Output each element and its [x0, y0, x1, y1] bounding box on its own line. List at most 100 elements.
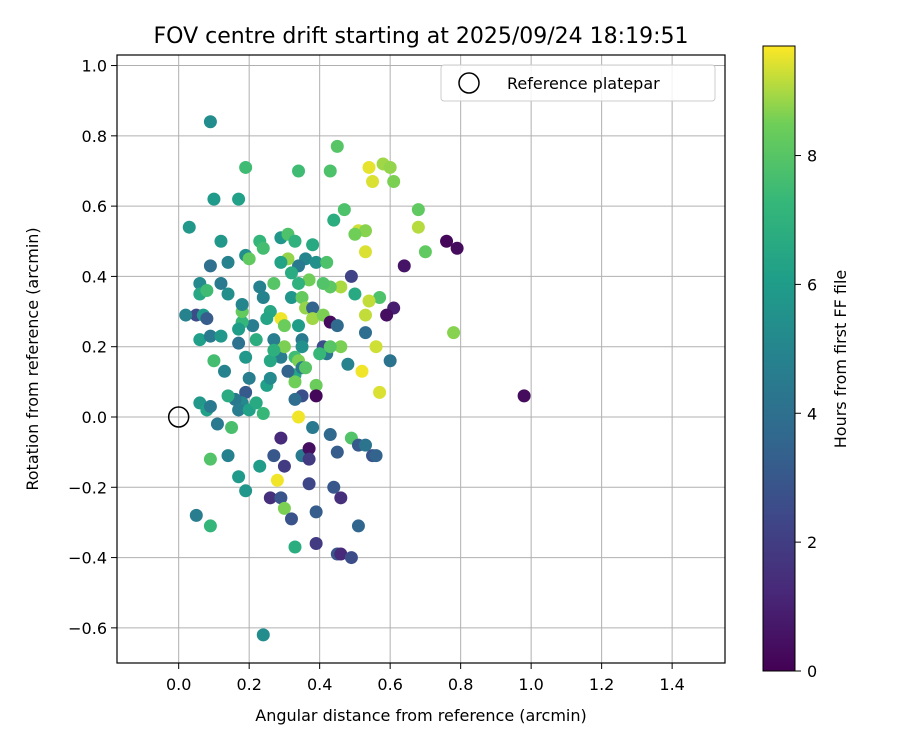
data-point: [225, 421, 239, 435]
data-point: [292, 164, 306, 178]
data-point: [302, 477, 316, 491]
y-tick-label: 0.0: [82, 408, 107, 427]
colorbar-tick-label: 0: [807, 662, 817, 681]
y-axis-ticks: −0.6 −0.4 −0.2 0.0 0.2 0.4 0.6 0.8 1.0: [68, 57, 117, 638]
data-point: [411, 220, 425, 234]
data-point: [270, 473, 284, 487]
data-point: [383, 160, 397, 174]
data-point: [281, 364, 295, 378]
data-point: [299, 361, 313, 375]
legend-marker: [458, 72, 480, 94]
data-point: [397, 259, 411, 273]
data-point: [440, 234, 454, 248]
data-point: [200, 283, 214, 297]
scatter-points: [179, 115, 531, 642]
data-point: [277, 459, 291, 473]
data-point: [309, 255, 323, 269]
data-point: [316, 276, 330, 290]
data-point: [203, 259, 217, 273]
x-tick-label: 0.8: [448, 675, 473, 694]
colorbar: [762, 45, 796, 672]
data-point: [203, 329, 217, 343]
data-point: [232, 322, 246, 336]
data-point: [210, 417, 224, 431]
data-point: [277, 340, 291, 354]
data-point: [263, 354, 277, 368]
y-tick-label: 0.6: [82, 197, 107, 216]
data-point: [387, 175, 401, 189]
data-point: [292, 319, 306, 333]
data-point: [203, 399, 217, 413]
data-point: [373, 290, 387, 304]
data-point: [277, 319, 291, 333]
data-point: [373, 385, 387, 399]
legend-box: [440, 64, 716, 102]
data-point: [447, 326, 461, 340]
data-point: [288, 375, 302, 389]
data-point: [334, 340, 348, 354]
data-point: [330, 139, 344, 153]
data-point: [358, 438, 372, 452]
data-point: [292, 410, 306, 424]
chart-title: FOV centre drift starting at 2025/09/24 …: [154, 24, 689, 49]
data-point: [200, 312, 214, 326]
x-tick-label: 0.2: [236, 675, 261, 694]
data-point: [330, 319, 344, 333]
data-point: [369, 340, 383, 354]
data-point: [256, 241, 270, 255]
data-point: [232, 403, 246, 417]
data-point: [203, 452, 217, 466]
data-point: [221, 255, 235, 269]
data-point: [348, 227, 362, 241]
x-tick-label: 1.2: [589, 675, 614, 694]
data-point: [309, 378, 323, 392]
data-point: [239, 160, 253, 174]
data-point: [323, 428, 337, 442]
data-point: [284, 266, 298, 280]
colorbar-tick-label: 2: [807, 533, 817, 552]
data-point: [302, 442, 316, 456]
data-point: [517, 389, 531, 403]
data-point: [239, 385, 253, 399]
data-point: [362, 160, 376, 174]
y-tick-label: 0.2: [82, 338, 107, 357]
data-point: [182, 220, 196, 234]
y-tick-label: 1.0: [82, 57, 107, 76]
data-point: [267, 276, 281, 290]
data-point: [232, 470, 246, 484]
data-point: [203, 115, 217, 129]
y-tick-label: −0.4: [68, 549, 107, 568]
data-point: [358, 308, 372, 322]
data-point: [214, 276, 228, 290]
data-point: [253, 459, 267, 473]
data-point: [380, 308, 394, 322]
data-point: [274, 255, 288, 269]
data-point: [253, 280, 267, 294]
data-point: [189, 508, 203, 522]
data-point: [295, 290, 309, 304]
data-point: [366, 175, 380, 189]
data-point: [358, 224, 372, 238]
data-point: [418, 245, 432, 259]
data-point: [214, 329, 228, 343]
data-point: [207, 354, 221, 368]
data-point: [267, 449, 281, 463]
data-point: [306, 312, 320, 326]
data-point: [256, 628, 270, 642]
data-point: [362, 294, 376, 308]
data-point: [193, 333, 207, 347]
data-point: [249, 333, 263, 347]
data-point: [203, 519, 217, 533]
data-point: [323, 340, 337, 354]
data-point: [267, 343, 281, 357]
data-point: [288, 392, 302, 406]
data-point: [242, 252, 256, 266]
data-point: [239, 350, 253, 364]
data-point: [267, 333, 281, 347]
data-point: [306, 421, 320, 435]
data-point: [334, 280, 348, 294]
data-point: [313, 347, 327, 361]
data-point: [242, 371, 256, 385]
colorbar-tick-label: 6: [807, 275, 817, 294]
